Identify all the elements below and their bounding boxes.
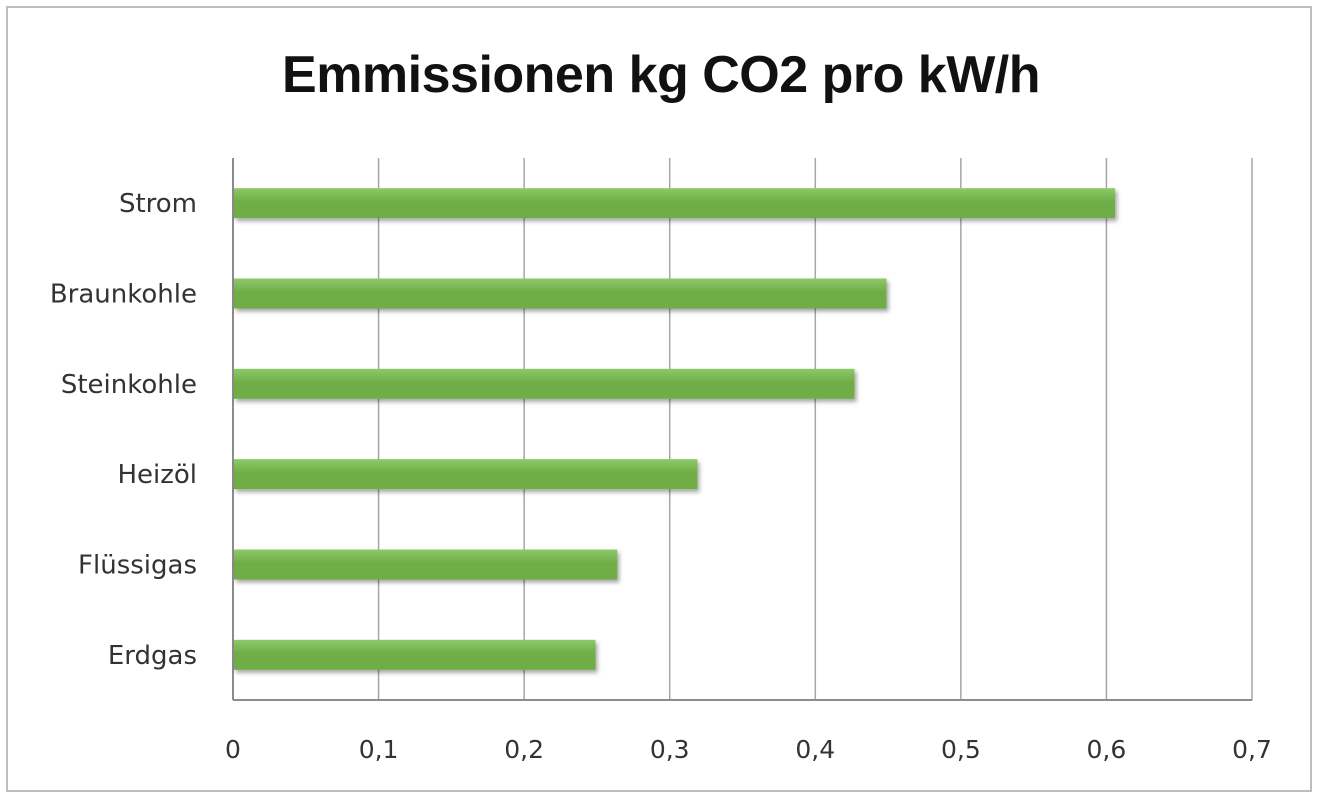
- x-axis-tick-labels: 0 0,1 0,2 0,3 0,4 0,5 0,6 0,7: [225, 735, 1272, 764]
- category-label: Braunkohle: [50, 280, 197, 310]
- category-label: Strom: [119, 189, 197, 219]
- category-label: Flüssigas: [78, 551, 197, 581]
- x-tick-label: 0,3: [650, 735, 690, 764]
- x-tick-label: 0,6: [1087, 735, 1127, 764]
- category-label: Erdgas: [108, 641, 197, 671]
- category-labels: Strom Braunkohle Steinkohle Heizöl Flüssigas…: [50, 189, 197, 671]
- category-label: Steinkohle: [61, 370, 197, 400]
- chart-frame: [6, 6, 1312, 792]
- chart-title: Emmissionen kg CO2 pro kW/h: [282, 46, 1040, 104]
- bar-braunkohle: [234, 278, 887, 309]
- category-label: Heizöl: [117, 460, 197, 490]
- bar-strom: [234, 188, 1116, 219]
- bar-heizöl: [234, 459, 698, 490]
- x-tick-label: 0,1: [359, 735, 399, 764]
- x-tick-label: 0,4: [795, 735, 835, 764]
- bars: [234, 188, 1116, 670]
- gridlines: [232, 158, 1253, 701]
- x-tick-label: 0,5: [941, 735, 981, 764]
- bar-erdgas: [234, 639, 596, 670]
- bar-flüssigas: [234, 549, 618, 580]
- x-tick-label: 0: [225, 735, 241, 764]
- bar-steinkohle: [234, 368, 855, 399]
- x-tick-label: 0,7: [1232, 735, 1272, 764]
- x-tick-label: 0,2: [504, 735, 544, 764]
